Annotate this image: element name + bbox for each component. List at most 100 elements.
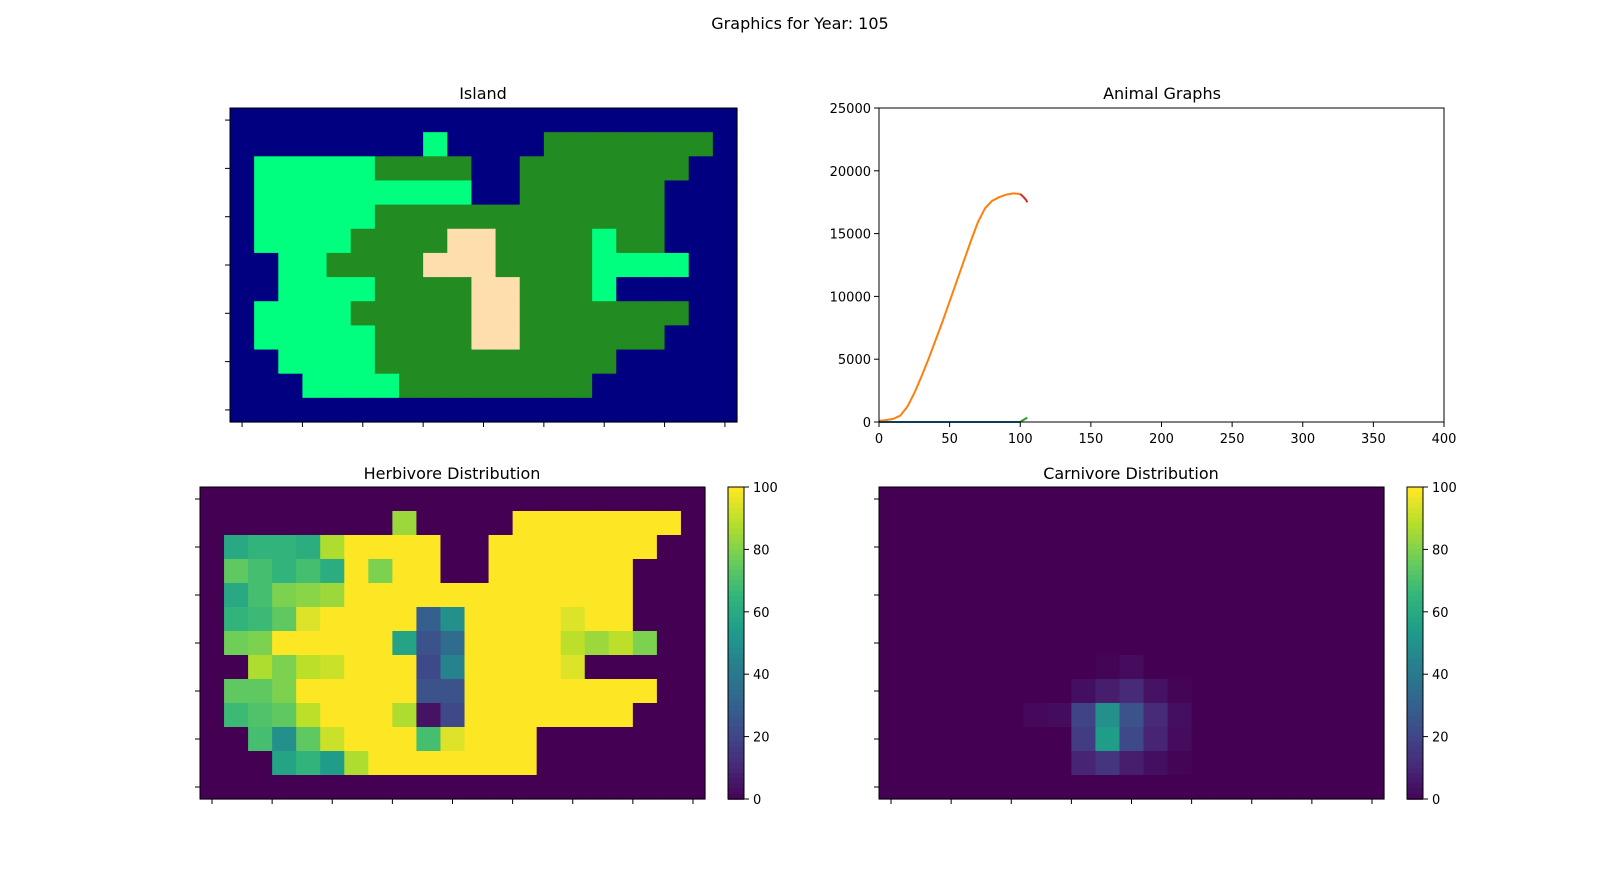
heatmap-cell <box>1215 511 1241 536</box>
heatmap-cell <box>1095 727 1121 752</box>
colorbar-segment <box>1407 648 1423 655</box>
heatmap-cell <box>447 180 473 206</box>
heatmap-cell <box>568 325 593 351</box>
heatmap-cell <box>512 559 538 584</box>
heatmap-cell <box>248 583 273 608</box>
heatmap-cell <box>302 180 328 206</box>
heatmap-cell <box>1263 487 1289 512</box>
heatmap-cell <box>584 655 610 680</box>
carnivore-colorbar: 0 20 40 60 80 100 <box>1406 481 1457 808</box>
heatmap-cell <box>975 679 1000 704</box>
heatmap-cell <box>584 775 610 800</box>
heatmap-cell <box>712 397 738 423</box>
heatmap-cell <box>368 655 393 680</box>
heatmap-cell <box>1287 487 1313 512</box>
heatmap-cell <box>632 487 658 512</box>
heatmap-cell <box>296 583 321 608</box>
heatmap-cell <box>374 132 400 157</box>
heatmap-cell <box>302 204 328 230</box>
colorbar-segment <box>1407 575 1423 582</box>
heatmap-cell <box>519 252 545 278</box>
heatmap-cell <box>248 727 273 752</box>
heatmap-cell <box>975 487 1000 512</box>
heatmap-cell <box>519 277 545 302</box>
heatmap-cell <box>320 607 345 632</box>
heatmap-cell <box>1311 607 1337 632</box>
heatmap-cell <box>230 277 255 302</box>
heatmap-cell <box>664 228 690 254</box>
heatmap-cell <box>1167 535 1193 560</box>
heatmap-cell <box>423 228 448 254</box>
colorbar-segment <box>1407 497 1423 504</box>
heatmap-cell <box>1335 559 1361 584</box>
colorbar-segment <box>1407 596 1423 603</box>
heatmap-cell <box>326 277 352 302</box>
heatmap-cell <box>464 631 490 656</box>
colorbar-segment <box>1407 783 1423 790</box>
heatmap-cell <box>248 703 273 728</box>
heatmap-cell <box>440 679 466 704</box>
heatmap-cell <box>302 325 328 351</box>
heatmap-cell <box>1119 751 1145 776</box>
heatmap-cell <box>568 349 593 375</box>
heatmap-cell <box>464 679 490 704</box>
heatmap-cell <box>568 132 593 157</box>
heatmap-cell <box>495 204 521 230</box>
colorbar-segment <box>1407 762 1423 769</box>
heatmap-cell <box>608 703 634 728</box>
heatmap-cell <box>1071 655 1097 680</box>
heatmap-cell <box>999 727 1024 752</box>
heatmap-cell <box>368 559 393 584</box>
heatmap-cell <box>399 132 424 157</box>
heatmap-cell <box>1311 655 1337 680</box>
heatmap-cell <box>712 204 738 230</box>
herbivore-ticks <box>195 498 694 804</box>
heatmap-cell <box>608 487 634 512</box>
colorbar-tick-label: 60 <box>753 606 770 621</box>
heatmap-cell <box>248 655 273 680</box>
heatmap-cell <box>1287 535 1313 560</box>
heatmap-cell <box>464 583 490 608</box>
heatmap-cell <box>423 277 448 302</box>
heatmap-cell <box>1143 727 1169 752</box>
heatmap-cell <box>416 727 442 752</box>
heatmap-cell <box>1287 559 1313 584</box>
heatmap-cell <box>568 301 593 326</box>
heatmap-cell <box>560 775 586 800</box>
heatmap-cell <box>423 325 448 351</box>
heatmap-cell <box>951 655 976 680</box>
heatmap-cell <box>543 180 569 206</box>
heatmap-cell <box>512 487 538 512</box>
heatmap-cell <box>688 108 714 133</box>
heatmap-cell <box>1287 655 1313 680</box>
heatmap-cell <box>584 631 610 656</box>
heatmap-cell <box>1311 559 1337 584</box>
colorbar-segment <box>728 736 744 743</box>
heatmap-cell <box>471 301 497 326</box>
heatmap-cell <box>1167 607 1193 632</box>
heatmap-cell <box>688 301 714 326</box>
heatmap-cell <box>512 679 538 704</box>
heatmap-cell <box>1143 607 1169 632</box>
heatmap-cell <box>1263 751 1289 776</box>
colorbar-segment <box>1407 752 1423 759</box>
colorbar-segment <box>728 648 744 655</box>
heatmap-cell <box>248 631 273 656</box>
colorbar-tick-label: 20 <box>1432 731 1449 746</box>
colorbar-segment <box>728 554 744 561</box>
colorbar-segment <box>1407 518 1423 525</box>
heatmap-cell <box>392 535 418 560</box>
heatmap-cell <box>1239 511 1265 536</box>
heatmap-cell <box>1287 679 1313 704</box>
heatmap-cell <box>975 559 1000 584</box>
heatmap-cell <box>1359 655 1385 680</box>
heatmap-cell <box>296 655 321 680</box>
heatmap-cell <box>488 775 514 800</box>
heatmap-cell <box>1215 655 1241 680</box>
heatmap-cell <box>416 703 442 728</box>
heatmap-cell <box>1047 751 1072 776</box>
heatmap-cell <box>1359 583 1385 608</box>
heatmap-cell <box>999 631 1024 656</box>
heatmap-cell <box>230 397 255 423</box>
heatmap-cell <box>495 277 521 302</box>
